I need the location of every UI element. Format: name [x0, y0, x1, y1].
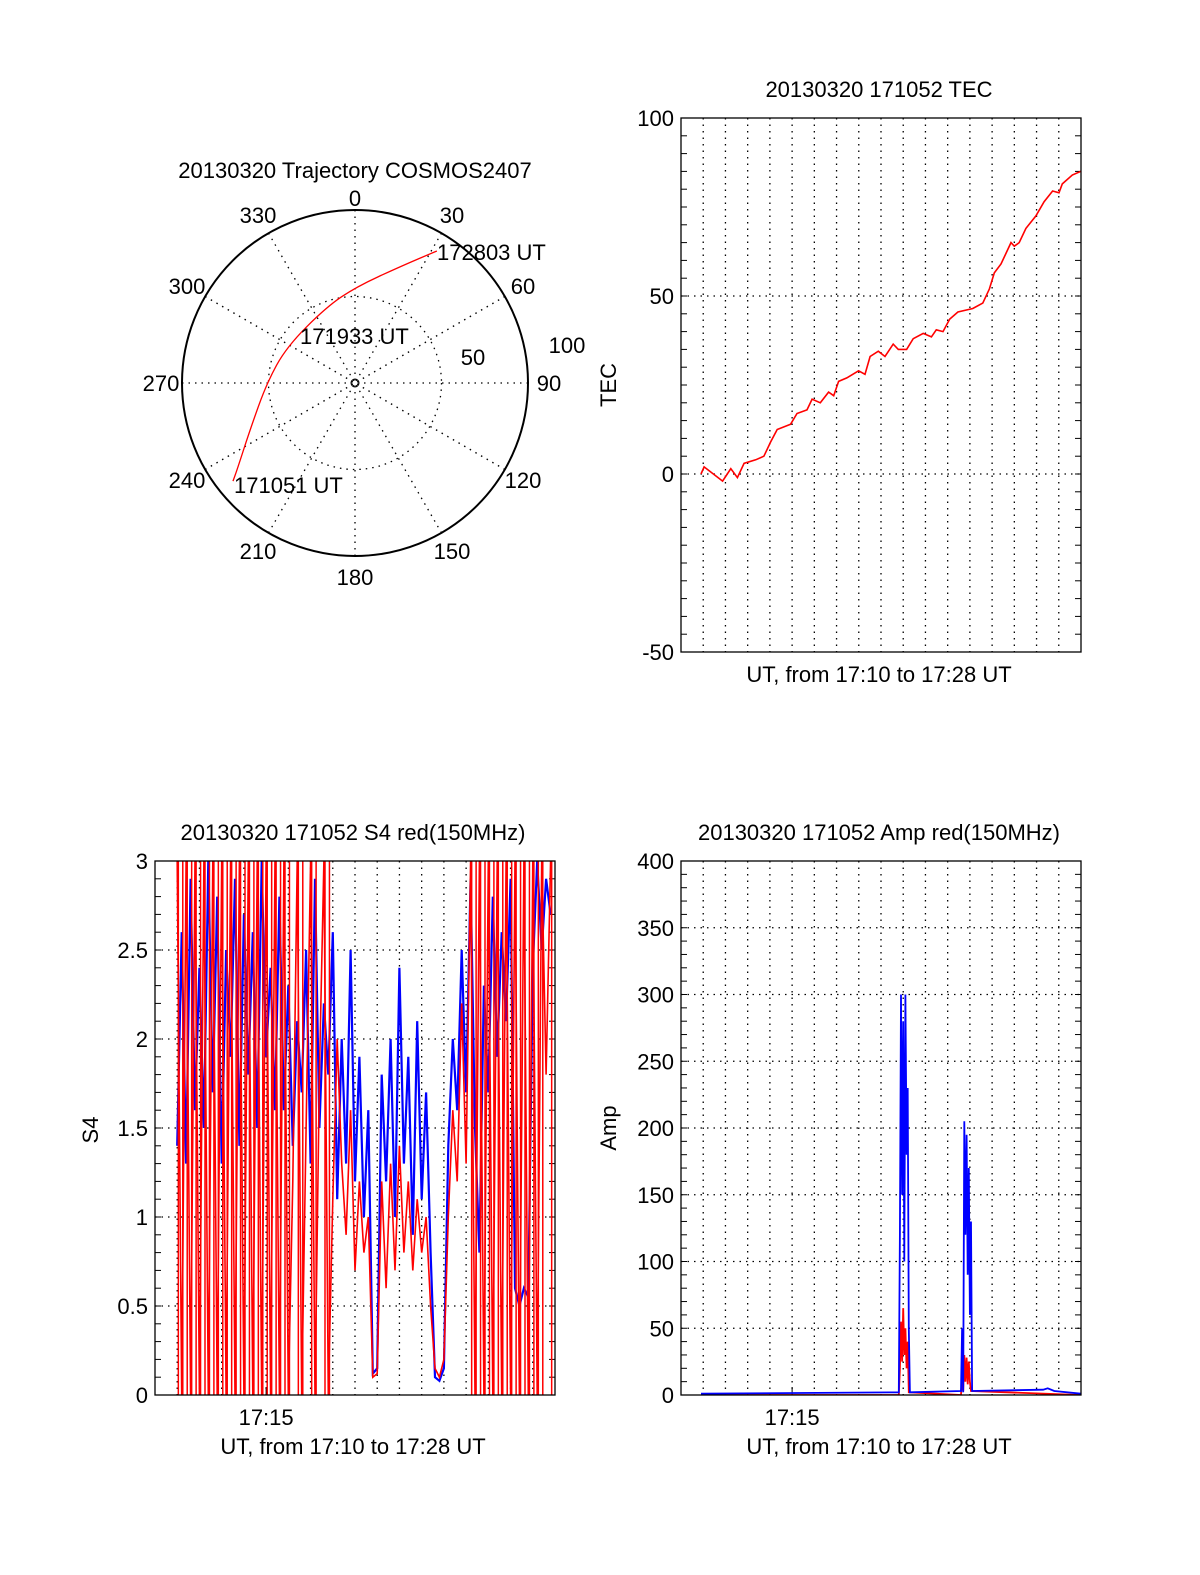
tec-ytick-label: 0	[662, 462, 674, 487]
s4-xtick-label: 17:15	[239, 1405, 294, 1430]
polar-angle-label: 270	[143, 371, 180, 396]
s4-ytick-label: 0.5	[117, 1294, 148, 1319]
polar-title: 20130320 Trajectory COSMOS2407	[178, 158, 531, 183]
amp-panel: 20130320 171052 Amp red(150MHz) UT, from…	[596, 820, 1082, 1459]
polar-trajectory-panel: 20130320 Trajectory COSMOS2407 0 30 60 90 12…	[143, 158, 586, 590]
trajectory-end-label: 172803 UT	[437, 240, 546, 265]
polar-radial-gridline	[204, 295, 506, 471]
s4-blue-series-line	[176, 861, 552, 1383]
polar-grid-circle-50	[267, 295, 443, 471]
s4-ytick-label: 0	[136, 1383, 148, 1408]
s4-ytick-label: 1	[136, 1205, 148, 1230]
s4-ylabel: S4	[78, 1117, 103, 1144]
amp-title: 20130320 171052 Amp red(150MHz)	[698, 820, 1060, 845]
amp-xtick-label: 17:15	[765, 1405, 820, 1430]
polar-angle-label: 150	[434, 539, 471, 564]
tec-series-line	[700, 170, 1081, 483]
s4-plot-frame	[154, 860, 556, 1396]
polar-angle-label: 90	[537, 371, 561, 396]
amp-ytick-label: 100	[637, 1250, 674, 1275]
amp-red-series-line	[701, 1308, 1081, 1395]
s4-ytick-label: 2	[136, 1027, 148, 1052]
polar-radial-label: 50	[461, 345, 485, 370]
tec-ylabel: TEC	[596, 363, 621, 407]
tec-plot-frame	[680, 117, 1082, 653]
trajectory-line	[232, 250, 438, 482]
polar-angle-label: 60	[511, 274, 535, 299]
polar-angle-label: 210	[240, 539, 277, 564]
s4-ytick-label: 3	[136, 849, 148, 874]
amp-ytick-label: 150	[637, 1183, 674, 1208]
amp-ytick-label: 50	[650, 1316, 674, 1341]
polar-angle-label: 300	[169, 274, 206, 299]
tec-ytick-label: 50	[650, 284, 674, 309]
s4-ytick-label: 2.5	[117, 938, 148, 963]
trajectory-start-label: 171051 UT	[234, 473, 343, 498]
s4-red-series-line	[176, 861, 552, 1395]
tec-ytick-label: -50	[642, 640, 674, 665]
polar-radial-label: 100	[549, 333, 586, 358]
tec-title: 20130320 171052 TEC	[765, 77, 992, 102]
s4-title: 20130320 171052 S4 red(150MHz)	[181, 820, 526, 845]
polar-angle-label: 0	[349, 186, 361, 211]
polar-angle-label: 240	[169, 468, 206, 493]
amp-xlabel: UT, from 17:10 to 17:28 UT	[746, 1434, 1011, 1459]
tec-panel: 20130320 171052 TEC UT, from 17:10 to 17…	[596, 77, 1082, 687]
polar-radial-gridline	[204, 295, 506, 471]
polar-angle-label: 180	[337, 565, 374, 590]
tec-xlabel: UT, from 17:10 to 17:28 UT	[746, 662, 1011, 687]
tec-ytick-label: 100	[637, 106, 674, 131]
amp-ytick-label: 250	[637, 1049, 674, 1074]
amp-ytick-label: 300	[637, 983, 674, 1008]
amp-ytick-label: 350	[637, 916, 674, 941]
amp-ytick-label: 200	[637, 1116, 674, 1141]
amp-ytick-label: 400	[637, 849, 674, 874]
trajectory-mid-label: 171933 UT	[300, 324, 409, 349]
s4-panel: 20130320 171052 S4 red(150MHz) UT, from …	[78, 820, 556, 1459]
polar-angle-label: 120	[505, 468, 542, 493]
s4-xlabel: UT, from 17:10 to 17:28 UT	[220, 1434, 485, 1459]
amp-ylabel: Amp	[596, 1105, 621, 1150]
amp-plot-frame	[680, 860, 1082, 1396]
s4-ytick-label: 1.5	[117, 1116, 148, 1141]
polar-angle-label: 30	[440, 203, 464, 228]
amp-blue-series-line	[700, 994, 1081, 1395]
polar-angle-label: 330	[240, 203, 277, 228]
amp-ytick-label: 0	[662, 1383, 674, 1408]
